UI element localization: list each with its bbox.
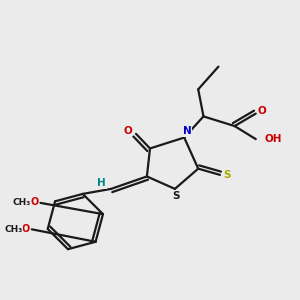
Text: H: H — [98, 178, 106, 188]
Text: N: N — [183, 126, 192, 136]
Text: O: O — [124, 126, 133, 136]
Text: O: O — [258, 106, 266, 116]
Text: CH₃: CH₃ — [4, 225, 22, 234]
Text: S: S — [223, 170, 231, 180]
Text: OH: OH — [265, 134, 282, 144]
Text: O: O — [22, 224, 30, 234]
Text: S: S — [173, 191, 180, 201]
Text: O: O — [30, 197, 38, 207]
Text: CH₃: CH₃ — [13, 198, 31, 207]
